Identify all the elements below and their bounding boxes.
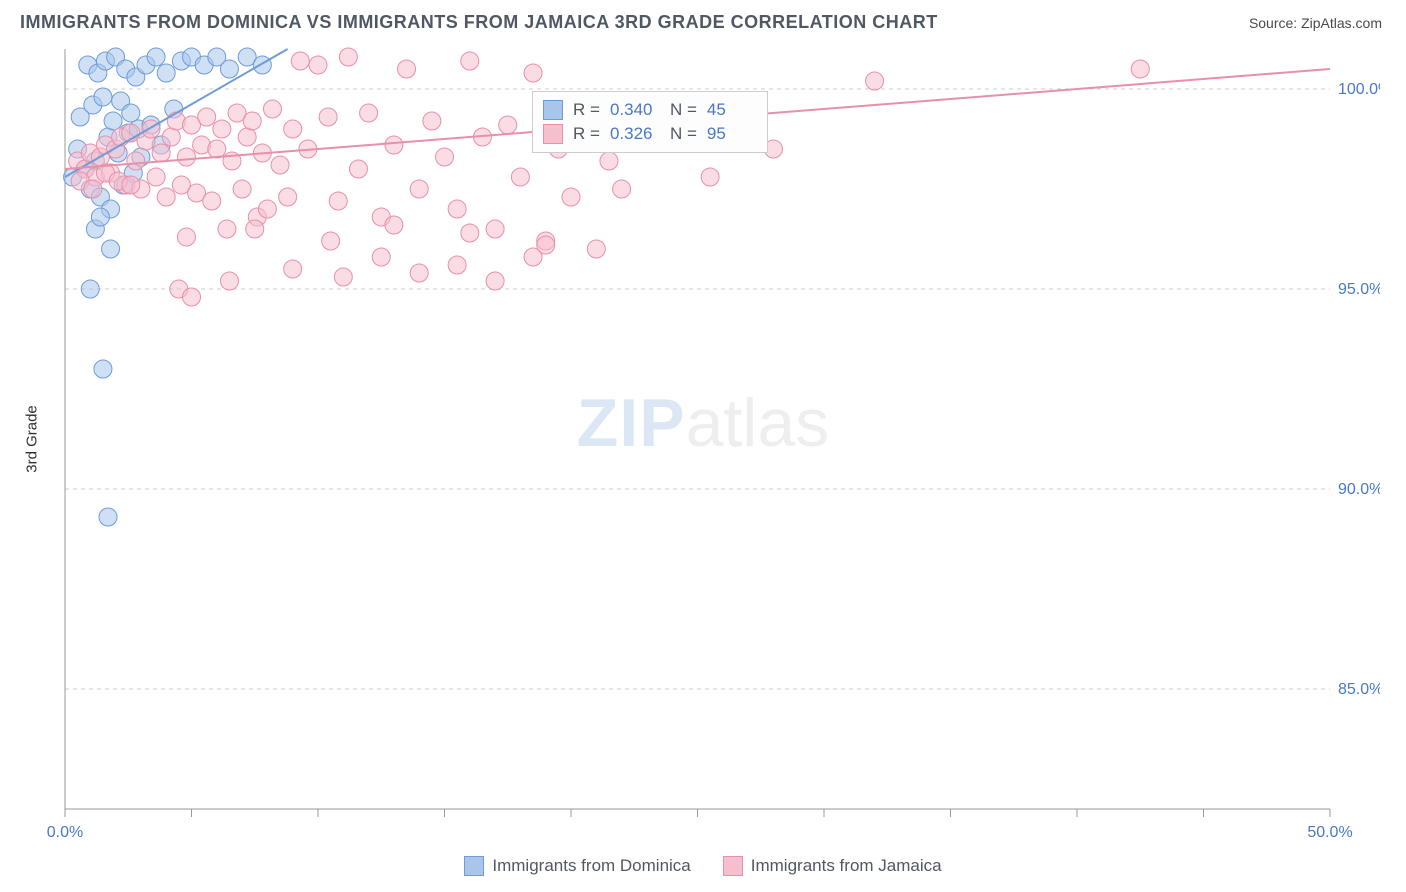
svg-text:95.0%: 95.0% [1338, 281, 1380, 298]
source-label: Source: ZipAtlas.com [1249, 15, 1382, 31]
chart-area: 3rd Grade 85.0% 90.0% 95.0% 100.0% 0.0% 50.0%… [20, 39, 1386, 839]
bottom-legend-item: Immigrants from Jamaica [723, 856, 942, 876]
legend-swatch [543, 100, 563, 120]
bottom-legend-item: Immigrants from Dominica [464, 856, 690, 876]
legend-swatch [464, 856, 484, 876]
svg-text:100.0%: 100.0% [1338, 81, 1380, 98]
legend-label: Immigrants from Dominica [492, 856, 690, 876]
legend-swatch [723, 856, 743, 876]
stats-legend-row: R =0.326N =95 [543, 122, 757, 146]
chart-title: IMMIGRANTS FROM DOMINICA VS IMMIGRANTS F… [20, 12, 938, 33]
svg-text:85.0%: 85.0% [1338, 681, 1380, 698]
chart-container: { "title": "IMMIGRANTS FROM DOMINICA VS … [0, 0, 1406, 892]
y-axis-label: 3rd Grade [24, 405, 41, 473]
stats-legend-row: R =0.340N =45 [543, 98, 757, 122]
svg-text:0.0%: 0.0% [47, 824, 83, 839]
scatter-chart-svg: 85.0% 90.0% 95.0% 100.0% 0.0% 50.0% [20, 39, 1380, 839]
title-bar: IMMIGRANTS FROM DOMINICA VS IMMIGRANTS F… [0, 0, 1406, 39]
svg-text:50.0%: 50.0% [1307, 824, 1352, 839]
legend-swatch [543, 124, 563, 144]
bottom-legend: Immigrants from Dominica Immigrants from … [0, 856, 1406, 876]
stats-legend-box: R =0.340N =45R =0.326N =95 [532, 91, 768, 153]
legend-label: Immigrants from Jamaica [751, 856, 942, 876]
svg-text:90.0%: 90.0% [1338, 481, 1380, 498]
